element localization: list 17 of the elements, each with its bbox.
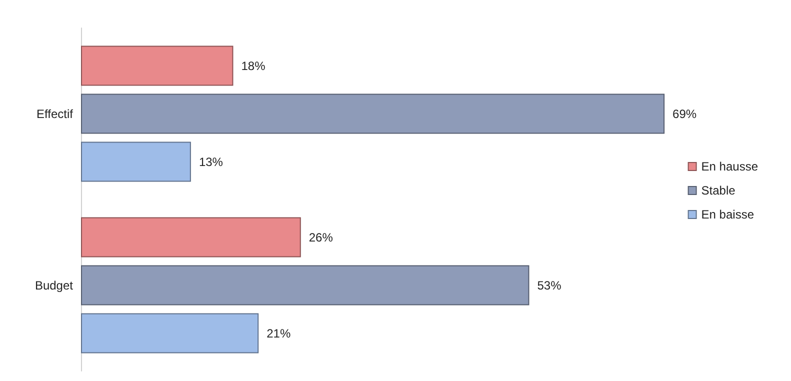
bar xyxy=(81,46,234,86)
bar xyxy=(81,313,259,354)
data-label: 26% xyxy=(308,230,334,244)
bar xyxy=(81,142,191,182)
data-label: 69% xyxy=(672,106,697,121)
bar xyxy=(81,217,301,258)
bar xyxy=(81,265,530,306)
data-label: 53% xyxy=(537,278,562,292)
y-tick-label: Budget xyxy=(34,278,74,292)
legend-label: En hausse xyxy=(701,160,758,174)
data-label: 13% xyxy=(198,154,224,169)
legend-label: En baisse xyxy=(701,208,754,222)
data-label: 21% xyxy=(266,326,291,340)
bar xyxy=(81,94,665,134)
data-label: 18% xyxy=(241,58,266,73)
legend-label: Stable xyxy=(701,184,736,198)
y-tick-label: Effectif xyxy=(36,106,74,121)
